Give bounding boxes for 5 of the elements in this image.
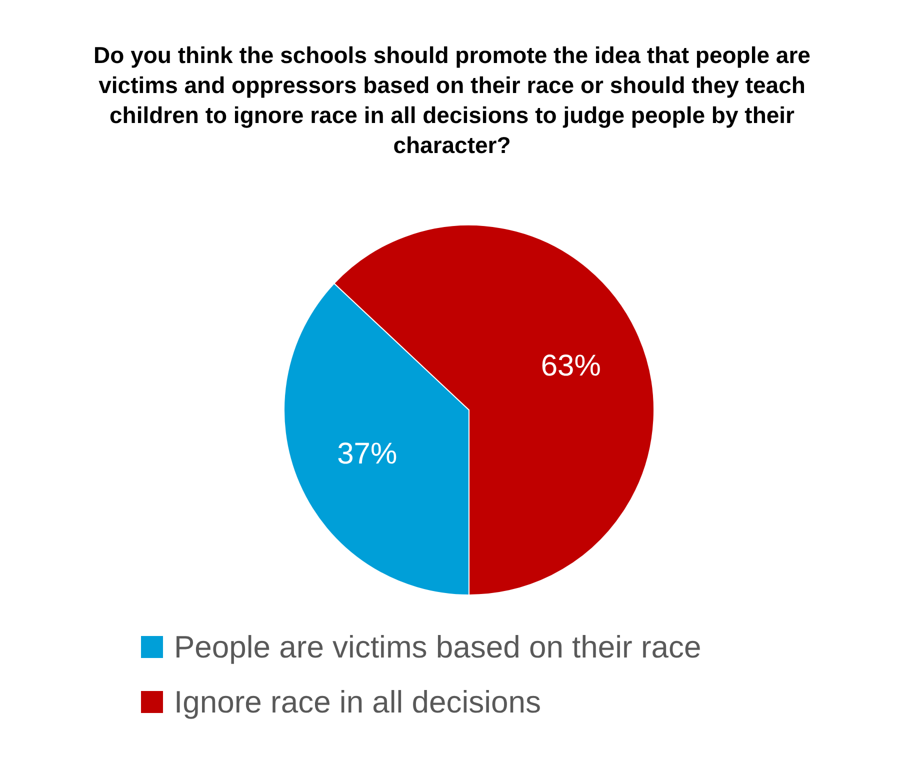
data-label: 63% [540, 349, 601, 382]
data-label: 37% [337, 438, 398, 471]
legend-label: People are victims based on their race [174, 630, 702, 664]
legend-label: Ignore race in all decisions [174, 684, 542, 720]
chart-title: Do you think the schools should promote the idea that people are victims and oppressors based on their race or should they teach children to ignore race in all decisions to judge people by their character? [94, 42, 810, 158]
